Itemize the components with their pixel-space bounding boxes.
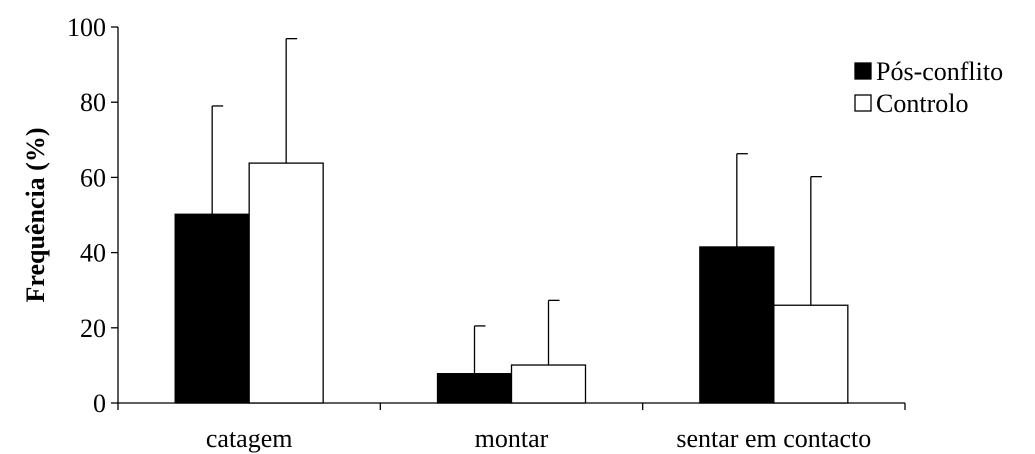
- category-label: sentar em contacto: [676, 424, 871, 453]
- legend-swatch: [854, 94, 872, 112]
- y-tick-label: 20: [80, 314, 106, 343]
- legend-label: Pós-conflito: [876, 57, 1003, 86]
- legend-label: Controlo: [876, 89, 968, 118]
- bar: [436, 373, 513, 404]
- category-labels: catagem montar sentar em contacto: [206, 424, 871, 453]
- category-label: catagem: [206, 424, 293, 453]
- y-axis-label: Frequência (%): [21, 128, 50, 303]
- legend-swatch: [854, 62, 872, 80]
- y-tick-label: 40: [80, 239, 106, 268]
- category-label: montar: [475, 424, 549, 453]
- legend: Pós-conflito Controlo: [854, 57, 1003, 118]
- y-tick-label: 0: [93, 389, 106, 418]
- y-tick-labels: 0 20 40 60 80 100: [67, 13, 106, 418]
- bar: [699, 246, 775, 404]
- error-bars: [211, 38, 822, 374]
- bar: [773, 304, 849, 404]
- bar: [174, 213, 250, 404]
- bar: [248, 162, 324, 404]
- y-tick-label: 80: [80, 88, 106, 117]
- bar: [510, 364, 587, 404]
- y-tick-label: 100: [67, 13, 106, 42]
- bars: [174, 162, 849, 404]
- y-tick-label: 60: [80, 163, 106, 192]
